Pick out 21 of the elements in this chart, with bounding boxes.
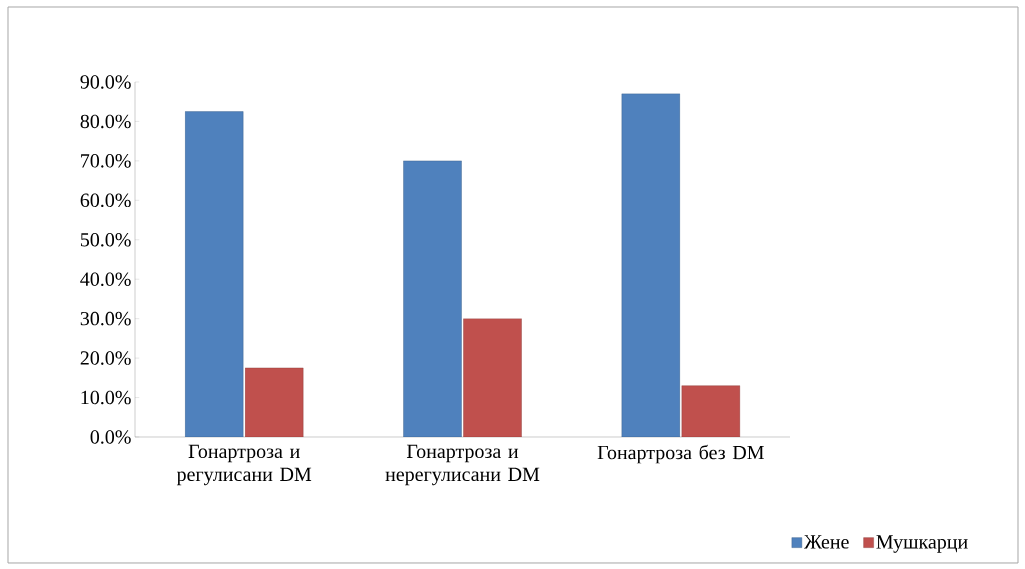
bar bbox=[244, 367, 304, 437]
bar bbox=[681, 385, 741, 437]
legend-label: Жене bbox=[804, 535, 849, 549]
x-tick-label: Гонартроза и нерегулисани DM bbox=[385, 444, 540, 486]
y-tick-label: 60.0% bbox=[80, 193, 131, 208]
bar bbox=[403, 160, 462, 437]
bar bbox=[463, 318, 522, 437]
y-tick-label: 10.0% bbox=[81, 390, 131, 405]
legend-label: Мушкарци bbox=[876, 535, 968, 553]
bar bbox=[621, 93, 681, 437]
y-tick-label: 0.0% bbox=[90, 430, 131, 444]
y-tick-label: 90.0% bbox=[80, 75, 131, 89]
x-tick-label: Гонартроза без DM bbox=[597, 444, 764, 464]
y-tick-label: 50.0% bbox=[80, 232, 131, 247]
bar bbox=[184, 111, 244, 437]
y-tick-label: 70.0% bbox=[81, 154, 131, 168]
y-tick-label: 30.0% bbox=[80, 311, 131, 326]
y-tick-label: 20.0% bbox=[80, 351, 131, 365]
x-tick-label: Гонартроза и регулисани DM bbox=[176, 444, 312, 486]
y-tick-label: 80.0% bbox=[80, 114, 131, 129]
y-tick-label: 40.0% bbox=[80, 272, 131, 286]
